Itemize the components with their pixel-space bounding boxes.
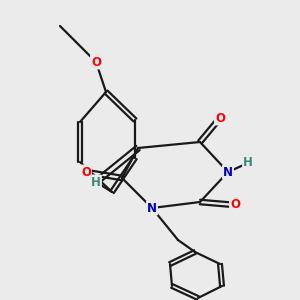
Text: N: N <box>223 166 233 178</box>
Text: O: O <box>81 166 91 178</box>
Text: H: H <box>91 176 101 188</box>
Text: N: N <box>147 202 157 214</box>
Text: O: O <box>230 199 240 212</box>
Text: O: O <box>91 56 101 68</box>
Text: O: O <box>215 112 225 124</box>
Text: H: H <box>243 157 253 169</box>
